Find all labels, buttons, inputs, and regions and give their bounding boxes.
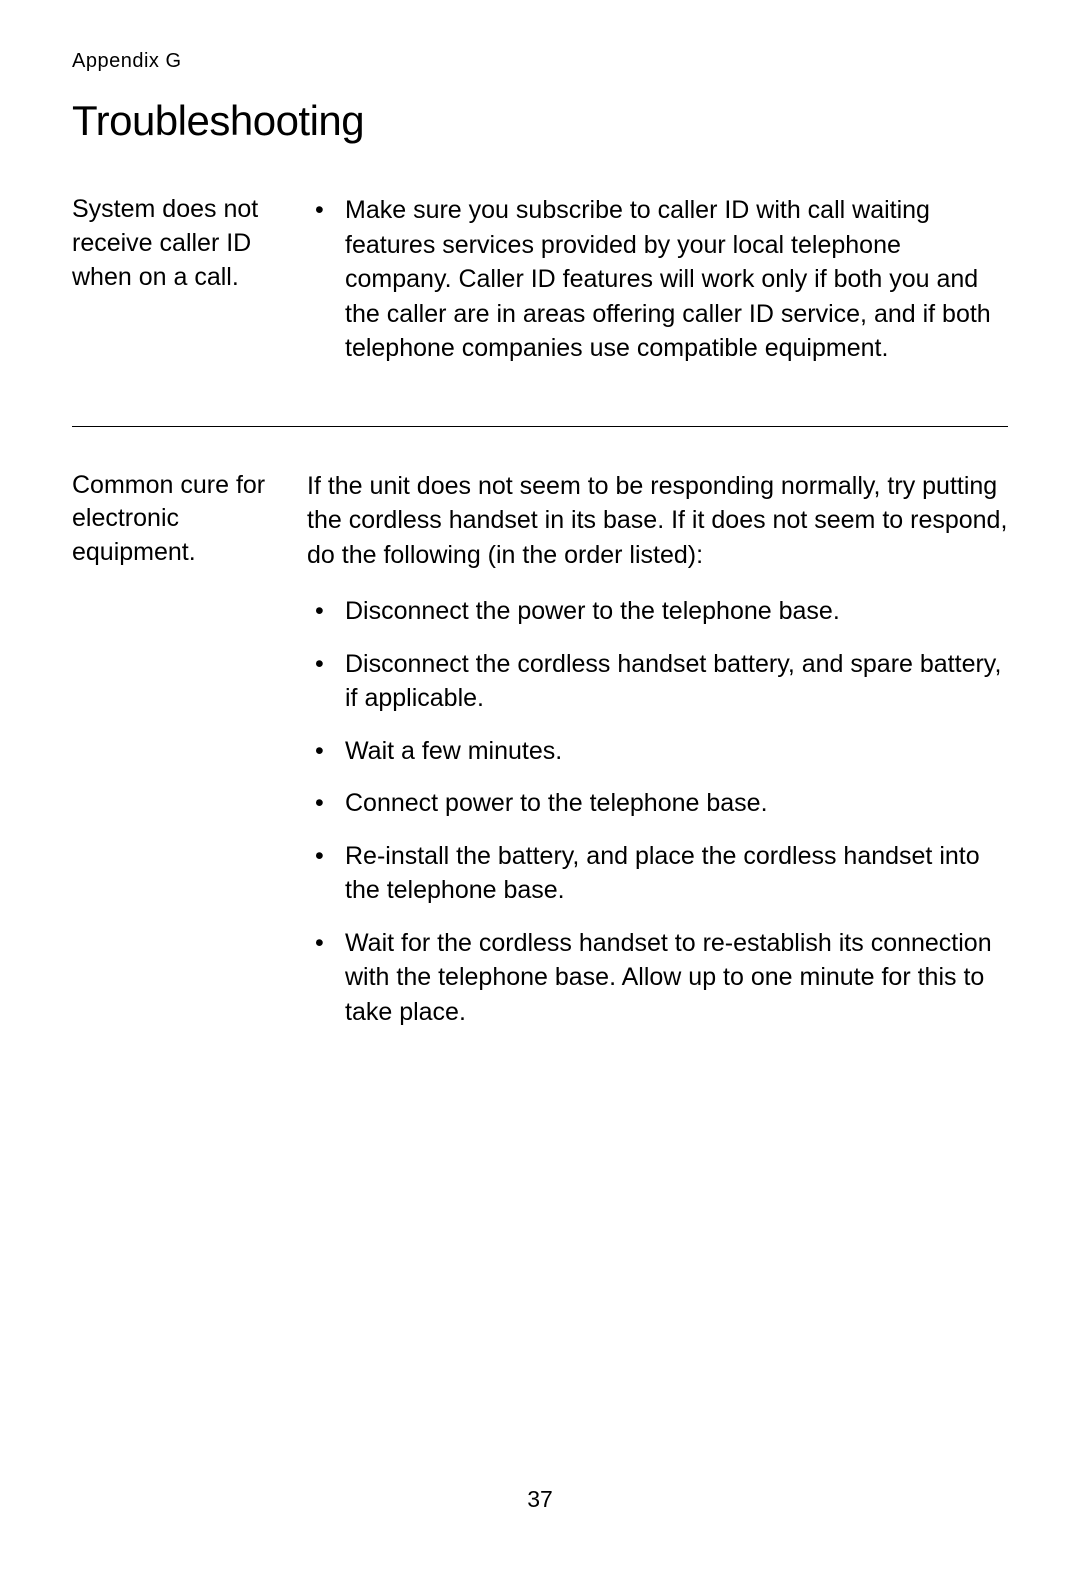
solution-item: Wait for the cordless handset to re-esta… (307, 926, 1008, 1030)
problem-column: Common cure for electronic equipment. (72, 469, 307, 1048)
solution-list: Disconnect the power to the telephone ba… (307, 594, 1008, 1029)
solution-item: Wait a few minutes. (307, 734, 1008, 769)
solution-item: Connect power to the telephone base. (307, 786, 1008, 821)
troubleshooting-section-2: Common cure for electronic equipment. If… (72, 469, 1008, 1090)
appendix-label: Appendix G (72, 50, 1008, 73)
solution-intro: If the unit does not seem to be respondi… (307, 469, 1008, 573)
solution-item: Make sure you subscribe to caller ID wit… (307, 193, 1008, 366)
solution-column: If the unit does not seem to be respondi… (307, 469, 1008, 1048)
solution-list: Make sure you subscribe to caller ID wit… (307, 193, 1008, 366)
page-title: Troubleshooting (72, 97, 1008, 145)
problem-column: System does not receive caller ID when o… (72, 193, 307, 384)
solution-item: Disconnect the power to the telephone ba… (307, 594, 1008, 629)
page-number: 37 (0, 1486, 1080, 1513)
solution-column: Make sure you subscribe to caller ID wit… (307, 193, 1008, 384)
solution-item: Re-install the battery, and place the co… (307, 839, 1008, 908)
problem-text: Common cure for electronic equipment. (72, 469, 287, 570)
problem-text: System does not receive caller ID when o… (72, 193, 287, 294)
troubleshooting-section-1: System does not receive caller ID when o… (72, 193, 1008, 427)
solution-item: Disconnect the cordless handset battery,… (307, 647, 1008, 716)
